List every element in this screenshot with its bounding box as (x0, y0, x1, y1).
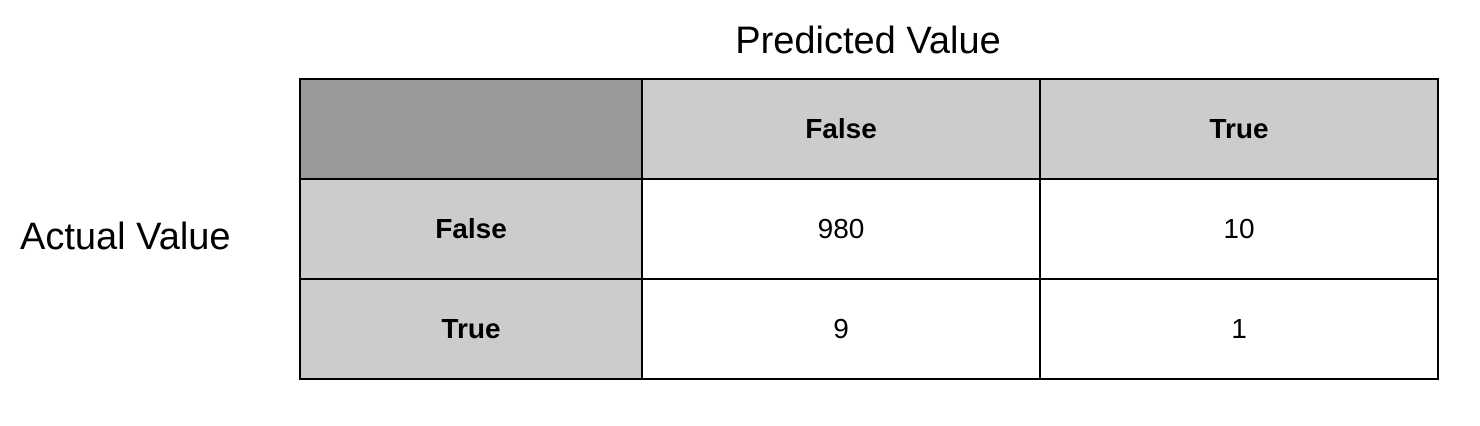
actual-value-title: Actual Value (20, 216, 231, 258)
cell-actual-true-predicted-true: 1 (1039, 278, 1439, 380)
column-header-false: False (641, 78, 1041, 180)
cell-actual-true-predicted-false: 9 (641, 278, 1041, 380)
row-header-false: False (299, 178, 643, 280)
row-header-true: True (299, 278, 643, 380)
column-header-true: True (1039, 78, 1439, 180)
header-row: False True (299, 78, 1439, 180)
matrix-row-true: True 9 1 (299, 278, 1439, 380)
predicted-value-title: Predicted Value (735, 20, 1001, 62)
corner-cell (299, 78, 643, 180)
matrix-row-false: False 980 10 (299, 178, 1439, 280)
cell-actual-false-predicted-true: 10 (1039, 178, 1439, 280)
cell-actual-false-predicted-false: 980 (641, 178, 1041, 280)
confusion-matrix: False True False 980 10 True 9 1 (299, 78, 1439, 380)
